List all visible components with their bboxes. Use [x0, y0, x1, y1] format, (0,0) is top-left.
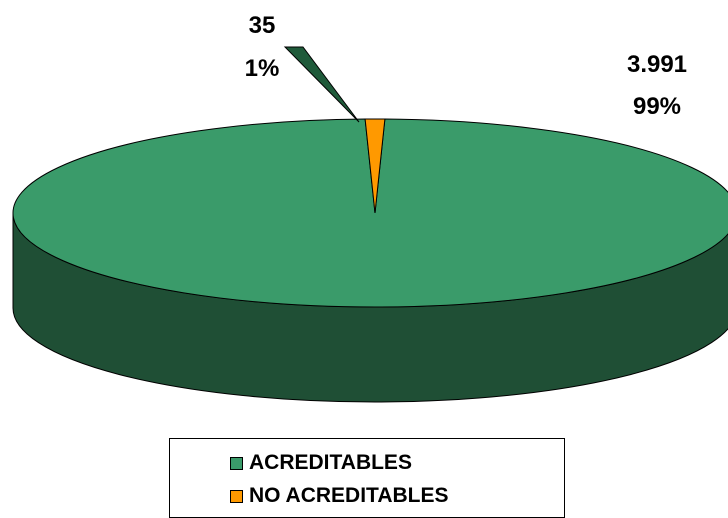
data-label-percent-acreditables: 99% — [633, 93, 681, 120]
data-label-value-no-acreditables: 35 — [249, 12, 276, 39]
legend-label-no-acreditables: NO ACREDITABLES — [249, 484, 449, 507]
pie-slice-acreditables — [12, 118, 728, 308]
data-label-percent-no-acreditables: 1% — [245, 55, 280, 82]
data-label-value-acreditables: 3.991 — [627, 51, 687, 78]
legend-item-no-acreditables: NO ACREDITABLES — [230, 484, 449, 508]
legend-item-acreditables: ACREDITABLES — [230, 451, 412, 475]
pie-slice-no-acreditables — [364, 118, 386, 214]
legend-swatch-no-acreditables — [230, 489, 243, 503]
data-labels: 35 1% 3.991 99% — [245, 12, 687, 123]
pie-top-layer — [12, 118, 728, 308]
legend: ACREDITABLES NO ACREDITABLES — [169, 438, 565, 518]
legend-swatch-acreditables — [230, 456, 243, 470]
leader-line-no-acreditables — [283, 46, 360, 123]
legend-label-acreditables: ACREDITABLES — [249, 451, 412, 474]
